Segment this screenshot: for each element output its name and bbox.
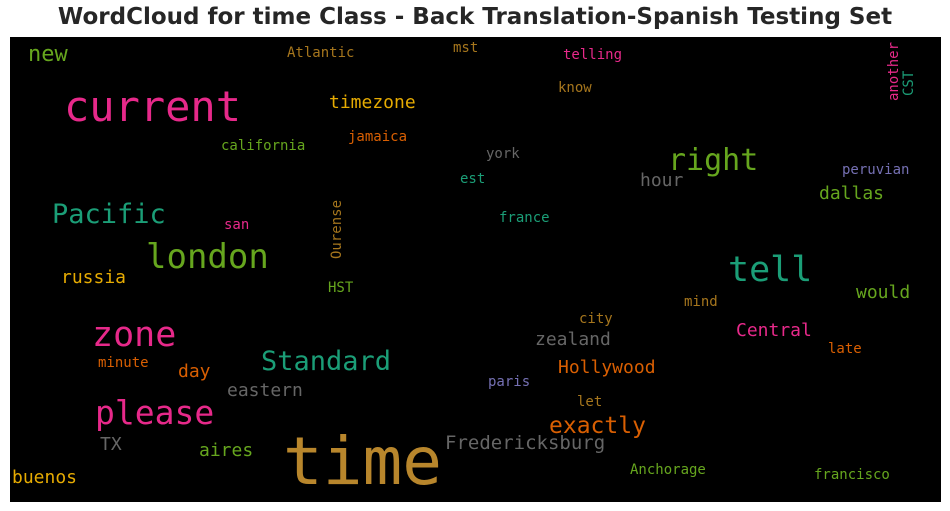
word-california: california bbox=[221, 138, 306, 154]
word-time: time bbox=[283, 423, 442, 500]
word-would: would bbox=[856, 282, 911, 303]
word-telling: telling bbox=[563, 47, 623, 63]
word-mind: mind bbox=[684, 294, 718, 310]
word-tell: tell bbox=[728, 250, 813, 290]
word-france: france bbox=[499, 210, 550, 226]
word-standard: Standard bbox=[261, 346, 392, 377]
word-london: london bbox=[146, 237, 269, 277]
word-paris: paris bbox=[488, 374, 531, 390]
word-cloud: time current london zone please tell rig… bbox=[10, 37, 941, 502]
word-york: york bbox=[486, 146, 520, 162]
word-buenos: buenos bbox=[12, 467, 78, 488]
word-jamaica: jamaica bbox=[348, 129, 408, 145]
word-est: est bbox=[460, 171, 486, 187]
word-eastern: eastern bbox=[227, 380, 303, 401]
word-atlantic: Atlantic bbox=[287, 45, 355, 61]
word-russia: russia bbox=[61, 267, 127, 288]
word-fredericksburg: Fredericksburg bbox=[445, 432, 606, 454]
word-anchorage: Anchorage bbox=[630, 462, 706, 478]
word-minute: minute bbox=[98, 355, 149, 371]
word-let: let bbox=[577, 394, 603, 410]
word-new: new bbox=[28, 42, 68, 67]
word-zone: zone bbox=[92, 315, 177, 355]
word-san: san bbox=[224, 217, 250, 233]
word-cst: CST bbox=[901, 70, 917, 96]
word-aires: aires bbox=[199, 440, 254, 461]
word-late: late bbox=[828, 341, 862, 357]
word-timezone: timezone bbox=[329, 92, 416, 113]
word-tx: TX bbox=[100, 434, 122, 455]
word-hollywood: Hollywood bbox=[558, 357, 656, 378]
word-mst: mst bbox=[453, 40, 479, 56]
word-zealand: zealand bbox=[535, 329, 611, 350]
word-peruvian: peruvian bbox=[842, 162, 910, 178]
word-day: day bbox=[178, 361, 211, 382]
word-city: city bbox=[579, 311, 613, 327]
word-central: Central bbox=[736, 320, 812, 341]
word-hst: HST bbox=[328, 280, 354, 296]
word-current: current bbox=[64, 82, 242, 131]
word-exactly: exactly bbox=[549, 413, 646, 439]
word-francisco: francisco bbox=[814, 467, 890, 483]
word-know: know bbox=[558, 80, 592, 96]
word-dallas: dallas bbox=[819, 183, 885, 204]
word-another: another bbox=[886, 41, 902, 101]
word-ourense: Ourense bbox=[329, 199, 345, 259]
word-hour: hour bbox=[640, 170, 684, 191]
word-please: please bbox=[95, 393, 215, 432]
word-right: right bbox=[668, 143, 759, 178]
word-pacific: Pacific bbox=[52, 199, 166, 230]
chart-title: WordCloud for time Class - Back Translat… bbox=[57, 4, 893, 30]
